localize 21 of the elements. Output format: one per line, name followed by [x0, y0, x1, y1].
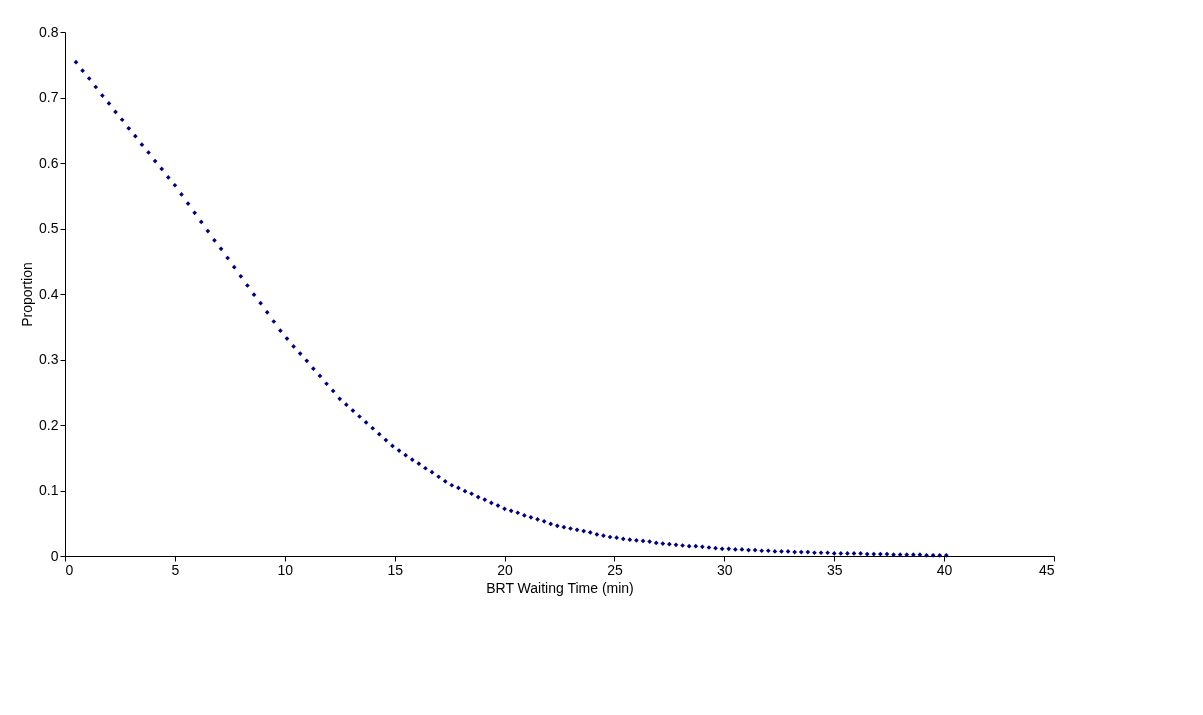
x-tick-label: 20 [497, 561, 514, 578]
x-axis-title: BRT Waiting Time (min) [486, 579, 634, 596]
y-tick-label: 0.4 [39, 285, 59, 302]
x-tick-label: 40 [936, 561, 953, 578]
x-tick-label: 0 [65, 561, 74, 578]
y-tick-label: 0.7 [39, 89, 59, 105]
y-tick-label: 0.2 [39, 416, 59, 433]
x-tick-label: 15 [387, 561, 404, 578]
x-tick-label: 10 [277, 561, 294, 578]
x-tick-label: 25 [607, 561, 623, 578]
x-tick-label: 30 [717, 561, 733, 578]
y-tick-label: 0.5 [39, 220, 59, 236]
y-tick-label: 0.6 [39, 154, 59, 171]
y-tick-label: 0.1 [39, 482, 59, 498]
y-tick-label: 0.3 [39, 351, 59, 367]
y-tick-label: 0.8 [39, 23, 59, 40]
x-tick-label: 5 [171, 561, 180, 578]
y-axis-title: Proportion [19, 262, 36, 327]
x-tick-label: 45 [1038, 561, 1055, 578]
x-tick-label: 35 [826, 561, 843, 578]
y-tick-label: 0 [50, 547, 59, 564]
